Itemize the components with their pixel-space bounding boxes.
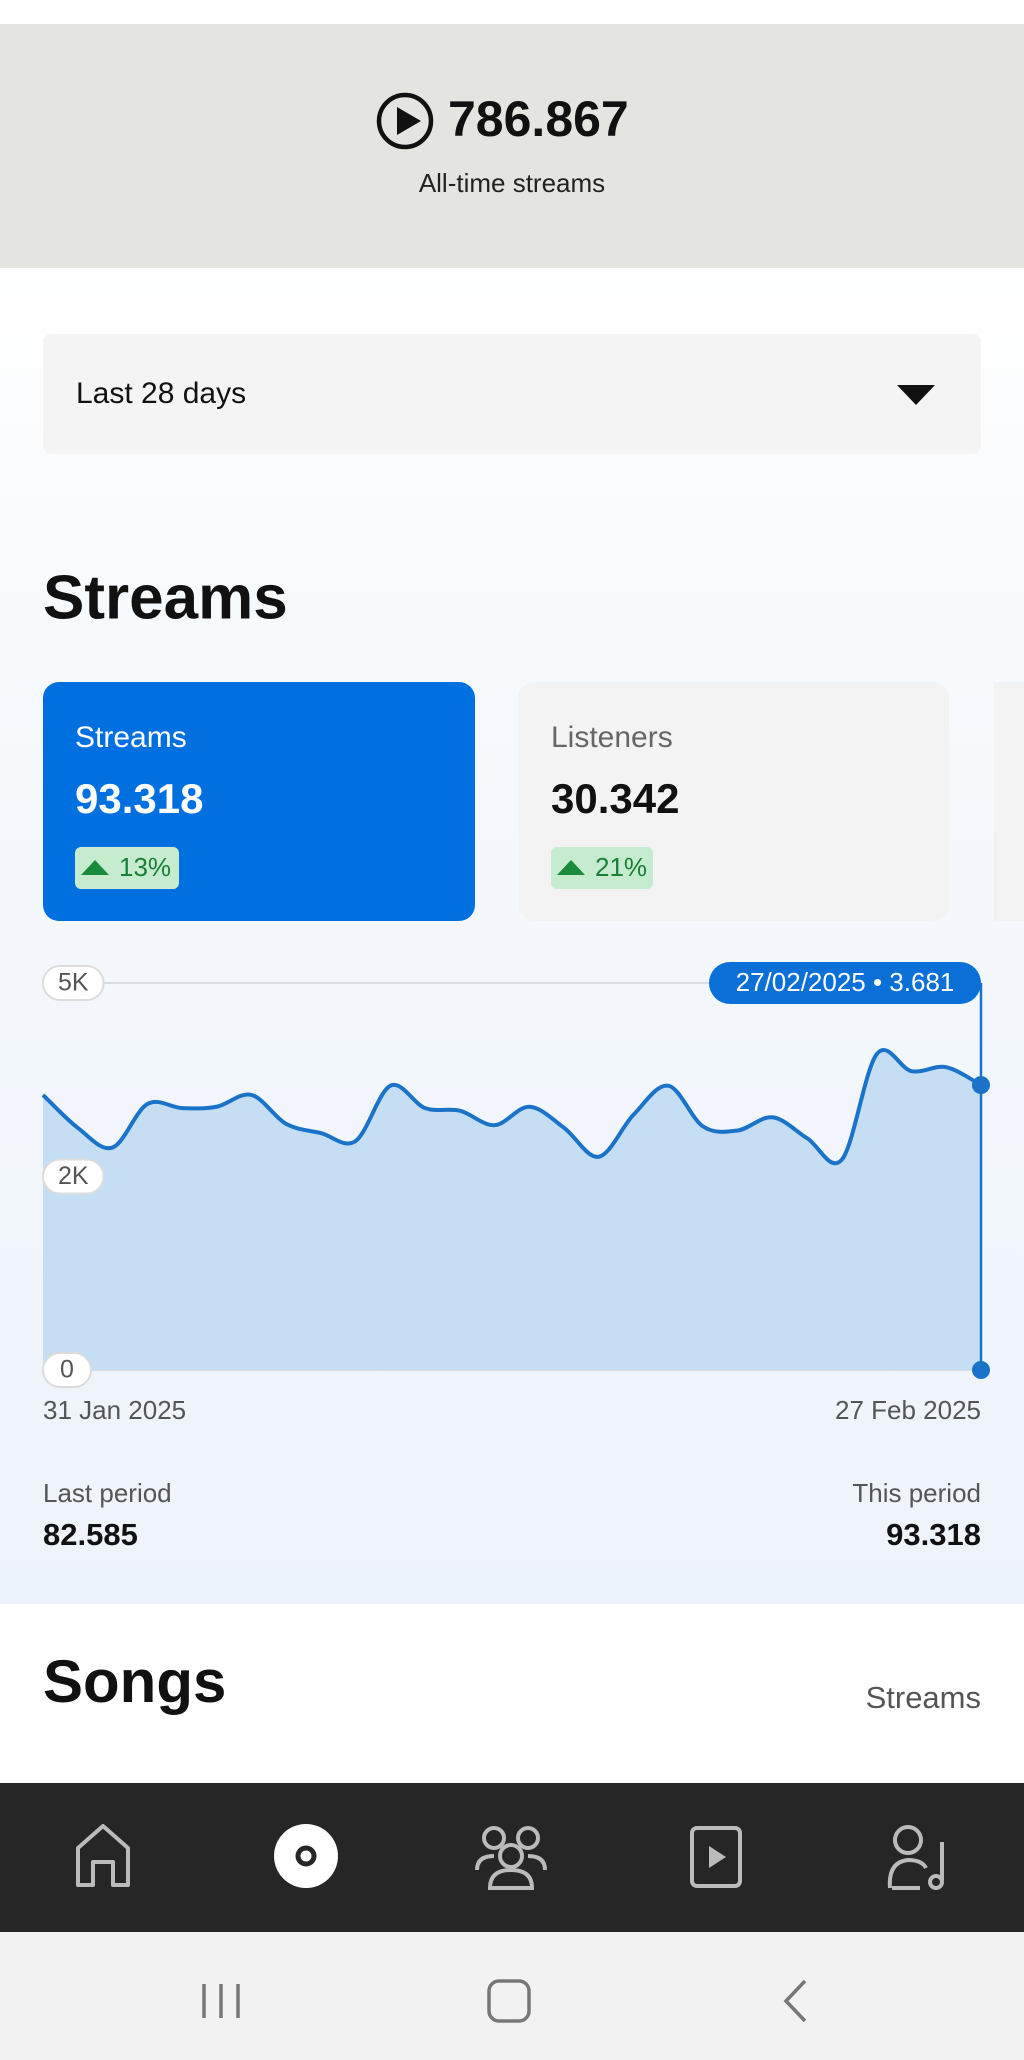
- play-icon-triangle: [397, 107, 421, 135]
- x-tick-label: 31 Jan 2025: [43, 1395, 186, 1425]
- nav-home[interactable]: [76, 1824, 130, 1887]
- songs-title: Songs: [43, 1648, 226, 1715]
- nav-videos-play: [709, 1846, 726, 1868]
- last-period-value: 82.585: [43, 1517, 138, 1552]
- system-back[interactable]: [783, 1979, 807, 2023]
- nav-music-hole: [295, 1845, 317, 1867]
- card-value: 93.318: [75, 775, 203, 822]
- y-tick-label: 5K: [58, 969, 89, 997]
- last-period-label: Last period: [43, 1478, 172, 1508]
- area-fill: [43, 1049, 981, 1370]
- nav-videos[interactable]: [690, 1826, 742, 1888]
- dropdown-arrow: [897, 385, 935, 405]
- nav-music[interactable]: [274, 1824, 338, 1888]
- this-period-label: This period: [852, 1478, 981, 1508]
- streams-chart: 27/02/2025 • 3.681 0 2K 5K 31 Jan 2025 27 Feb…: [41, 962, 990, 1425]
- baseline-dot: [972, 1361, 990, 1379]
- card-label: Listeners: [551, 721, 673, 754]
- system-recents[interactable]: [202, 1984, 240, 2018]
- play-icon: [376, 92, 434, 150]
- tooltip-bg: [709, 962, 981, 1004]
- card-change: 21%: [595, 852, 647, 882]
- card-label: Streams: [75, 721, 187, 754]
- y-tick-pill: [42, 1352, 92, 1388]
- header: [0, 24, 1024, 268]
- nav-audience[interactable]: [475, 1826, 547, 1890]
- this-period-value: 93.318: [886, 1517, 981, 1552]
- header-caption: All-time streams: [419, 168, 605, 198]
- stats-section: [0, 268, 1024, 1604]
- y-tick-pill: [42, 965, 105, 1001]
- total-streams: 786.867: [448, 91, 629, 147]
- y-tick-label: 2K: [58, 1162, 89, 1190]
- y-tick: 2K: [42, 1158, 105, 1195]
- y-tick: 0: [42, 1352, 92, 1388]
- up-arrow: [557, 860, 585, 875]
- y-tick: 5K: [42, 965, 105, 1001]
- x-tick-label: 27 Feb 2025: [835, 1395, 981, 1425]
- section-title: Streams: [43, 563, 288, 632]
- line: [41, 1048, 982, 1166]
- up-arrow: [81, 860, 109, 875]
- metric-card-partial[interactable]: [994, 682, 1024, 921]
- y-tick-label: 0: [60, 1356, 74, 1384]
- card-value: 30.342: [551, 775, 679, 822]
- bottom-nav: [0, 1783, 1024, 1932]
- status-strip: [0, 0, 1024, 24]
- highlight-dot: [972, 1076, 990, 1095]
- dropdown-label: Last 28 days: [76, 377, 246, 410]
- card-change: 13%: [119, 852, 171, 882]
- change-badge: [551, 847, 653, 889]
- songs-column: Streams: [866, 1680, 981, 1715]
- change-badge: [75, 847, 179, 889]
- system-home[interactable]: [487, 1979, 531, 2023]
- y-tick-pill: [42, 1158, 105, 1195]
- period-dropdown[interactable]: [43, 334, 981, 454]
- system-nav: [0, 1932, 1024, 2060]
- songs-section: [0, 1604, 1024, 1783]
- tooltip: 27/02/2025 • 3.681: [736, 967, 955, 997]
- nav-profile[interactable]: [887, 1825, 944, 1890]
